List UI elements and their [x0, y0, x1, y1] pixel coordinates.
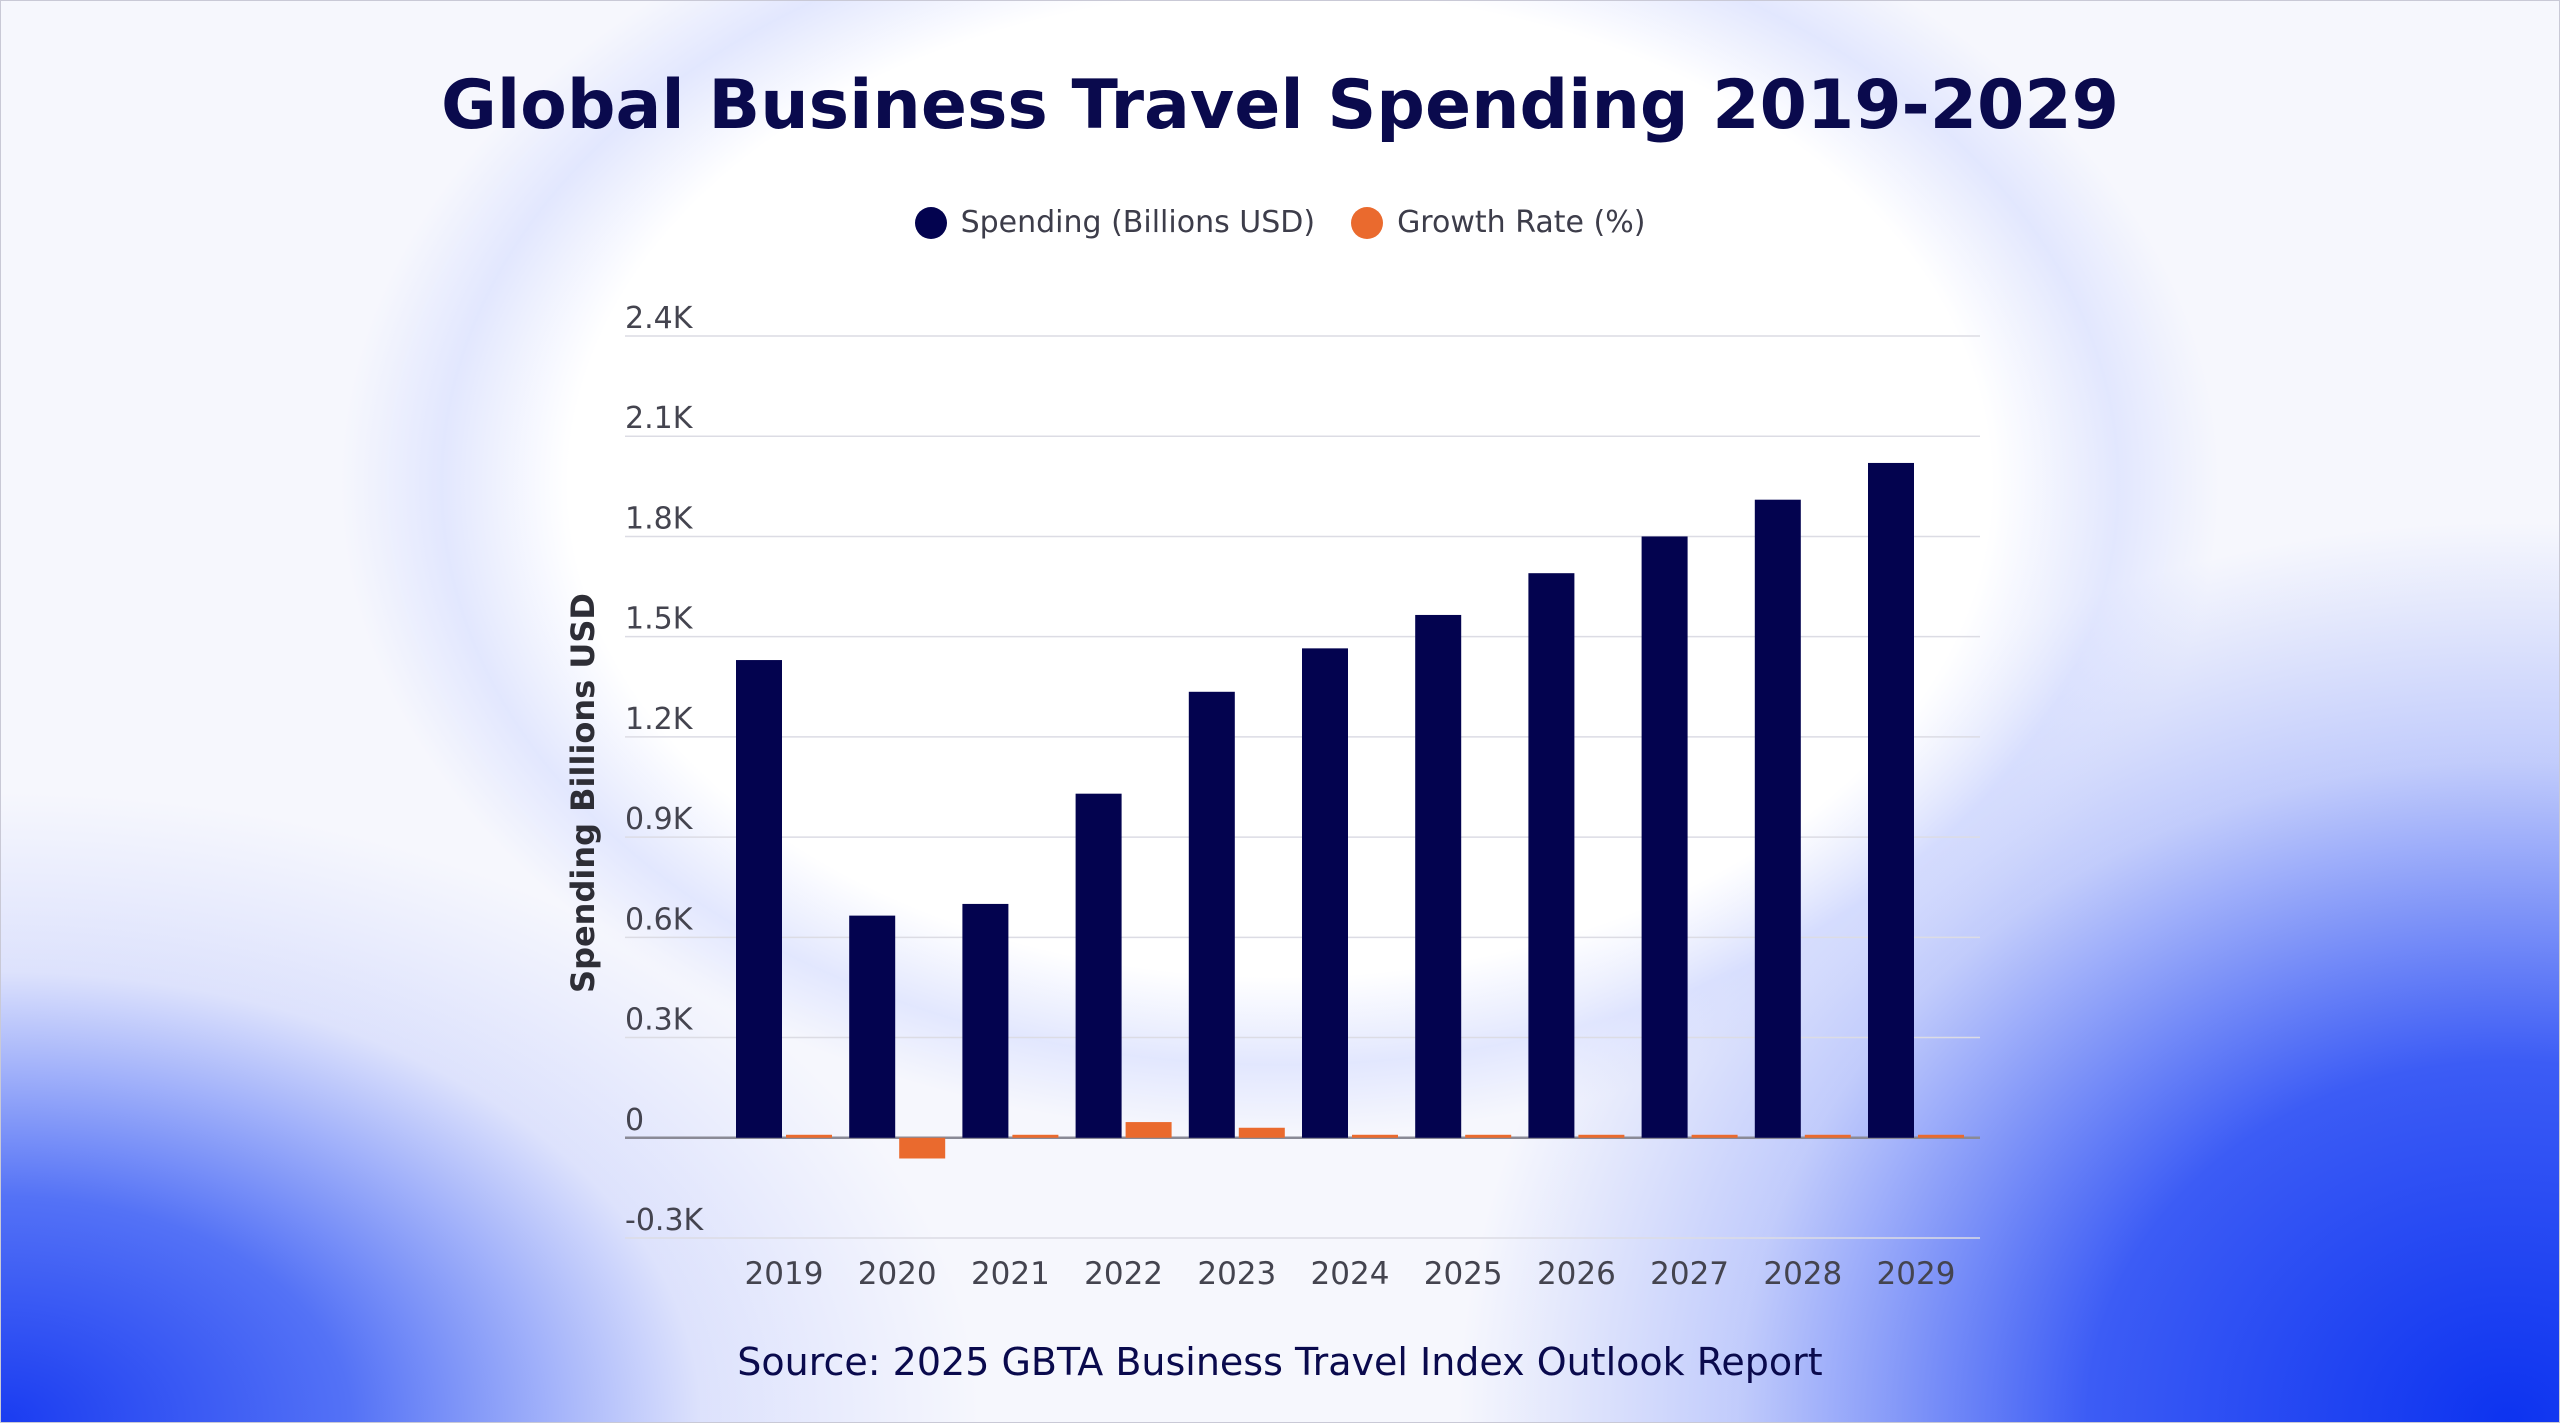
x-tick-label: 2021: [971, 1256, 1050, 1292]
bar-spending-2022: [1075, 793, 1122, 1138]
y-tick-label: 1.8K: [625, 501, 694, 536]
x-tick-label: 2024: [1311, 1256, 1390, 1292]
legend-swatch-spending: [914, 206, 947, 239]
bar-spending-2020: [849, 915, 896, 1138]
chart-title: Global Business Travel Spending 2019-202…: [441, 66, 2119, 145]
bar-spending-2019: [736, 660, 782, 1138]
x-tick-label: 2022: [1084, 1256, 1163, 1292]
bar-spending-2025: [1415, 614, 1462, 1138]
y-tick-label: 1.2K: [625, 702, 694, 737]
legend: Spending (Billions USD) Growth Rate (%): [0, 205, 2560, 240]
legend-label-growth: Growth Rate (%): [1397, 205, 1646, 240]
bar-growth-2029: [1918, 1134, 1964, 1138]
bar-spending-2021: [962, 903, 1009, 1138]
bar-spending-2029: [1868, 462, 1914, 1138]
bar-growth-2025: [1465, 1134, 1512, 1138]
x-tick-label: 2029: [1877, 1256, 1956, 1292]
bar-spending-2024: [1302, 648, 1348, 1138]
bar-growth-2019: [786, 1134, 832, 1138]
bar-spending-2027: [1641, 536, 1688, 1138]
bar-spending-2026: [1528, 573, 1575, 1138]
bar-growth-2026: [1578, 1134, 1625, 1138]
y-tick-label: 0.9K: [625, 802, 694, 837]
legend-item-growth[interactable]: Growth Rate (%): [1351, 205, 1645, 240]
legend-swatch-growth: [1351, 206, 1384, 239]
x-tick-label: 2027: [1650, 1256, 1729, 1292]
y-tick-label: 2.4K: [625, 301, 694, 336]
x-tick-label: 2026: [1537, 1256, 1616, 1292]
y-tick-label: -0.3K: [625, 1203, 705, 1238]
bar-growth-2022: [1125, 1122, 1172, 1138]
bar-growth-2027: [1691, 1134, 1738, 1138]
y-tick-label: 0.3K: [625, 1003, 694, 1038]
y-tick-label: 0.6K: [625, 902, 694, 937]
x-tick-label: 2025: [1424, 1256, 1503, 1292]
x-tick-label: 2019: [745, 1256, 824, 1292]
bar-growth-2024: [1352, 1134, 1398, 1138]
y-tick-label: 0: [625, 1103, 644, 1138]
bar-growth-2020: [899, 1137, 946, 1159]
source-note: Source: 2025 GBTA Business Travel Index …: [737, 1340, 1823, 1384]
y-tick-label: 1.5K: [625, 602, 694, 637]
bar-growth-2021: [1012, 1134, 1059, 1138]
legend-item-spending[interactable]: Spending (Billions USD): [914, 205, 1316, 240]
bar-spending-2023: [1188, 691, 1235, 1138]
legend-label-spending: Spending (Billions USD): [960, 205, 1316, 240]
y-tick-label: 2.1K: [625, 401, 694, 436]
bar-growth-2023: [1238, 1127, 1285, 1138]
x-tick-label: 2023: [1197, 1256, 1276, 1292]
x-tick-label: 2020: [858, 1256, 937, 1292]
bar-growth-2028: [1804, 1134, 1851, 1138]
x-tick-label: 2028: [1763, 1256, 1842, 1292]
bar-spending-2028: [1754, 499, 1801, 1138]
